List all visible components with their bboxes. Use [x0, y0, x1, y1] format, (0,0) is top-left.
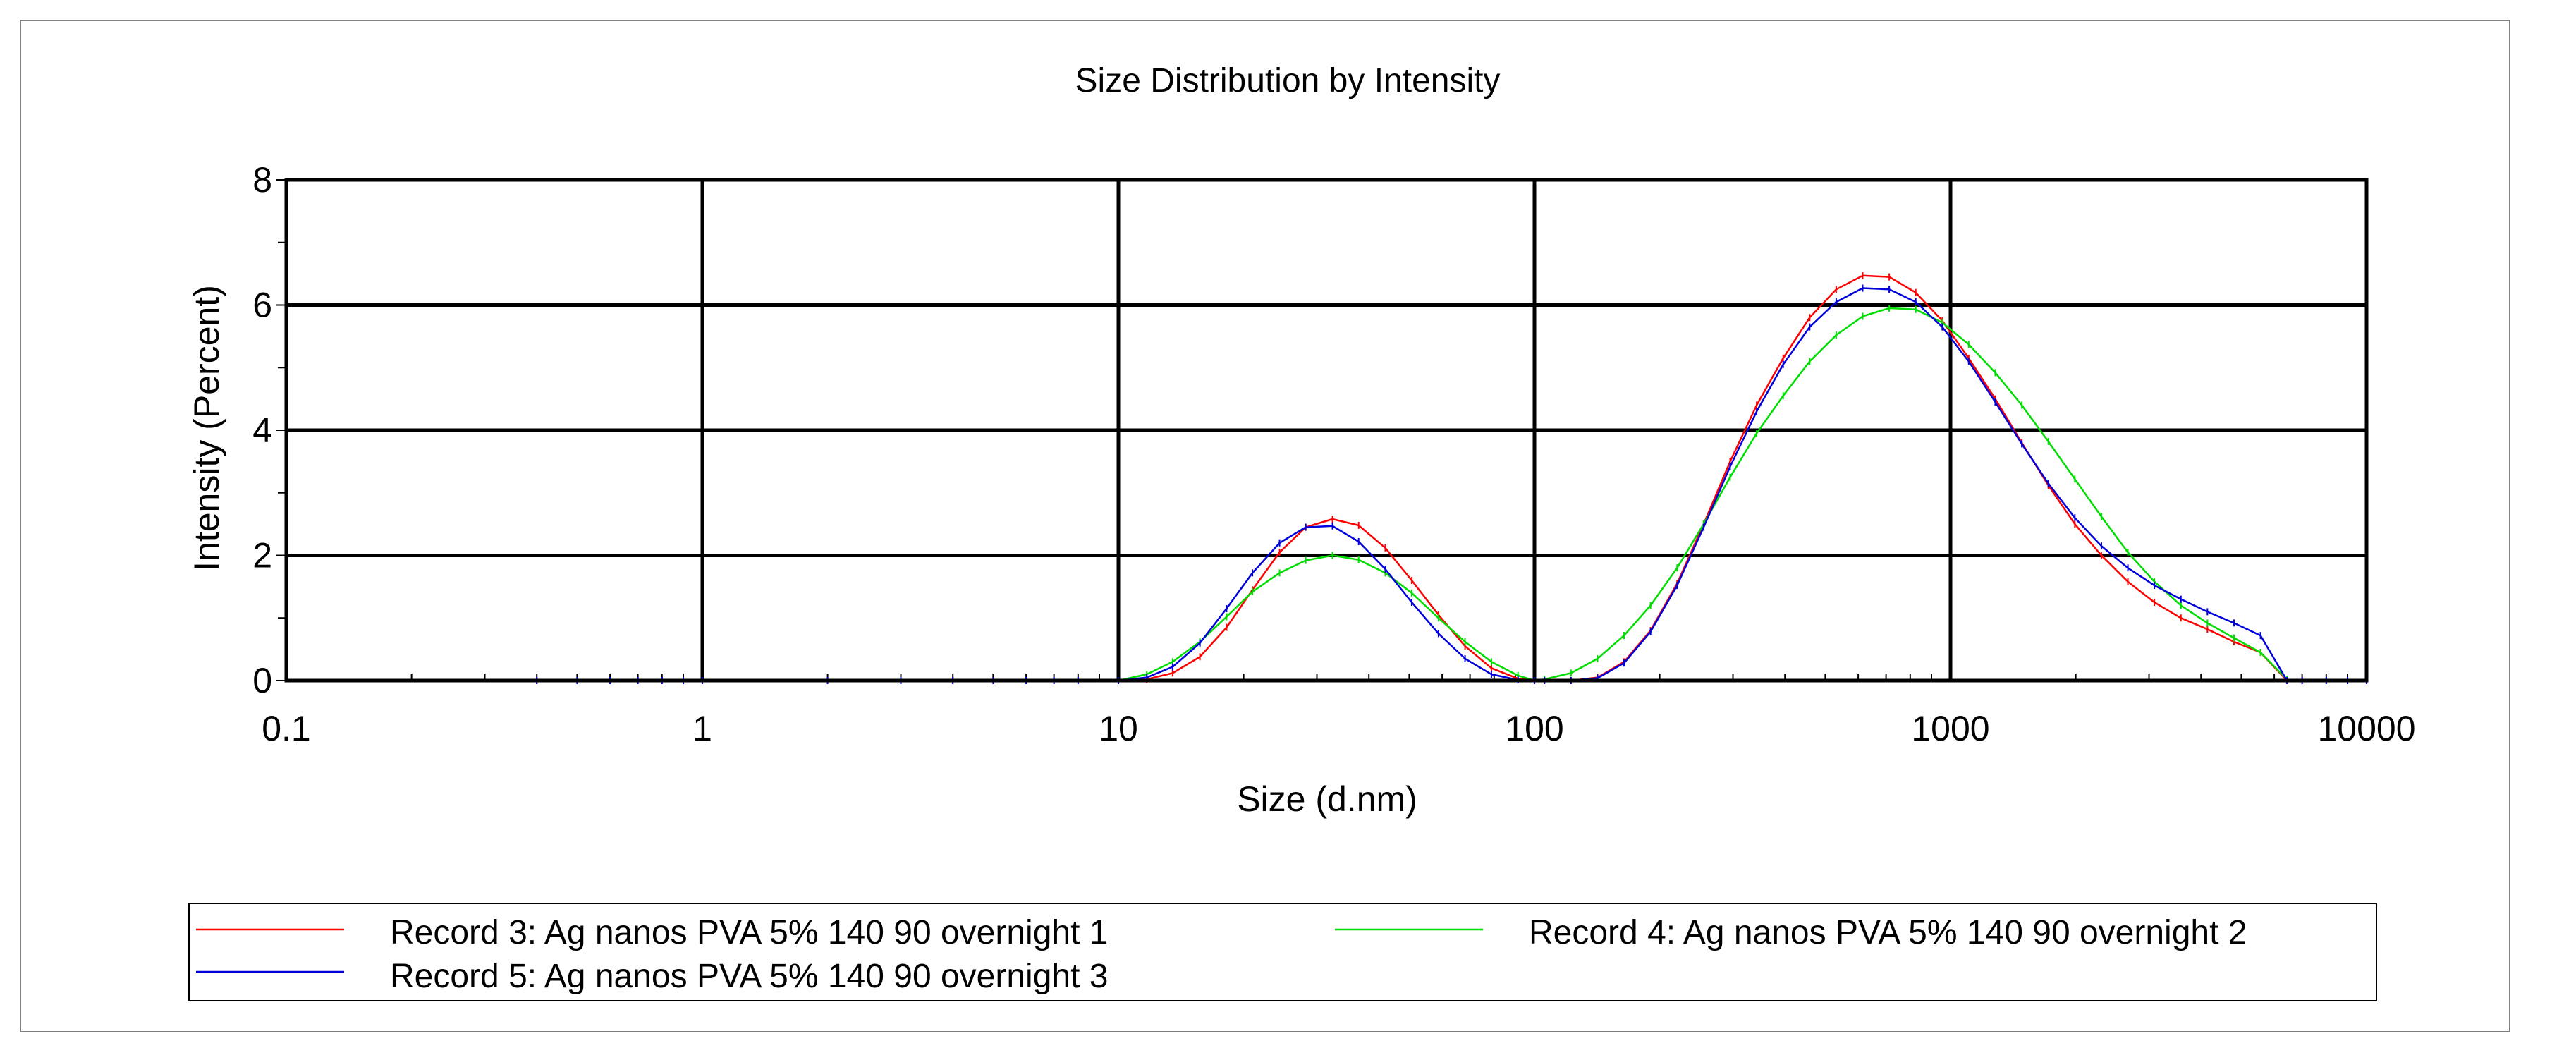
- legend-box: [188, 903, 2377, 1001]
- x-tick-label: 1: [692, 709, 712, 748]
- series-line-2: [1118, 307, 2288, 682]
- y-tick-label: 4: [252, 410, 272, 450]
- y-axis-label: Intensity (Percent): [187, 285, 226, 571]
- x-tick-label: 1000: [1911, 709, 1989, 748]
- legend: Record 3: Ag nanos PVA 5% 140 90 overnig…: [188, 903, 2377, 1001]
- chart-title: Size Distribution by Intensity: [1075, 62, 1501, 99]
- legend-label-record-4: Record 4: Ag nanos PVA 5% 140 90 overnig…: [1529, 914, 2247, 951]
- x-tick-label: 10: [1099, 709, 1138, 748]
- y-tick-label: 0: [252, 661, 272, 700]
- x-tick-label: 0.1: [262, 709, 311, 748]
- y-tick-label: 6: [252, 286, 272, 325]
- series-line-3: [537, 287, 2367, 682]
- legend-label-record-5: Record 5: Ag nanos PVA 5% 140 90 overnig…: [390, 958, 1108, 995]
- x-tick-label: 100: [1505, 709, 1563, 748]
- x-axis-label: Size (d.nm): [1237, 779, 1417, 819]
- plot-area-border: [284, 178, 2369, 683]
- series-line-1: [537, 274, 2367, 682]
- y-tick-label: 8: [252, 160, 272, 200]
- chart-frame: [20, 20, 2510, 1032]
- legend-label-record-3: Record 3: Ag nanos PVA 5% 140 90 overnig…: [390, 914, 1108, 951]
- x-tick-label: 10000: [2317, 709, 2415, 748]
- y-tick-label: 2: [252, 536, 272, 575]
